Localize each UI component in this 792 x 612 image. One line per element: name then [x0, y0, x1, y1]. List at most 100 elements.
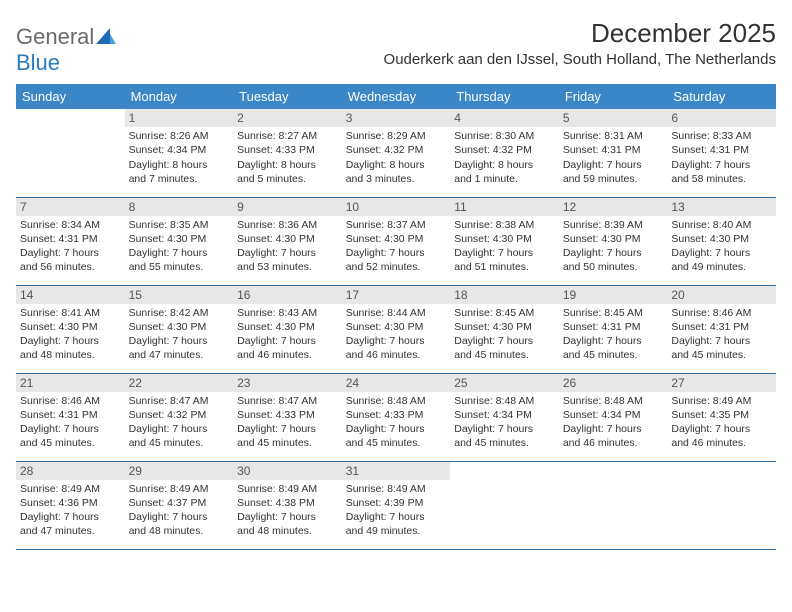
day-info-line: Sunset: 4:31 PM: [20, 232, 121, 246]
dayhead-sunday: Sunday: [16, 84, 125, 109]
dayhead-tuesday: Tuesday: [233, 84, 342, 109]
dayhead-saturday: Saturday: [667, 84, 776, 109]
day-info-line: Daylight: 7 hours: [129, 246, 230, 260]
day-info-line: Sunrise: 8:40 AM: [671, 218, 772, 232]
day-cell-2: 2Sunrise: 8:27 AMSunset: 4:33 PMDaylight…: [233, 109, 342, 197]
day-info-line: Daylight: 7 hours: [237, 246, 338, 260]
day-info-line: Sunrise: 8:42 AM: [129, 306, 230, 320]
day-info-line: Sunset: 4:31 PM: [20, 408, 121, 422]
day-info-line: and 45 minutes.: [454, 436, 555, 450]
day-info-line: and 46 minutes.: [671, 436, 772, 450]
day-info-line: and 56 minutes.: [20, 260, 121, 274]
day-info-line: Daylight: 7 hours: [237, 334, 338, 348]
day-number: 26: [559, 374, 668, 392]
day-info-line: Daylight: 7 hours: [671, 422, 772, 436]
day-cell-15: 15Sunrise: 8:42 AMSunset: 4:30 PMDayligh…: [125, 285, 234, 373]
day-info-line: Daylight: 7 hours: [563, 158, 664, 172]
day-info-line: Sunset: 4:30 PM: [237, 320, 338, 334]
day-number: 8: [125, 198, 234, 216]
day-info-line: Daylight: 7 hours: [129, 510, 230, 524]
day-number: 9: [233, 198, 342, 216]
day-info-line: and 58 minutes.: [671, 172, 772, 186]
day-info-line: Daylight: 7 hours: [129, 334, 230, 348]
day-info-line: Sunset: 4:33 PM: [237, 408, 338, 422]
day-info-line: Sunset: 4:32 PM: [454, 143, 555, 157]
day-info-line: and 5 minutes.: [237, 172, 338, 186]
day-info-line: Sunrise: 8:45 AM: [454, 306, 555, 320]
day-info-line: Sunset: 4:30 PM: [454, 320, 555, 334]
day-info-line: Daylight: 7 hours: [563, 334, 664, 348]
day-cell-18: 18Sunrise: 8:45 AMSunset: 4:30 PMDayligh…: [450, 285, 559, 373]
day-info-line: Sunrise: 8:37 AM: [346, 218, 447, 232]
day-info-line: Sunset: 4:32 PM: [346, 143, 447, 157]
dayhead-monday: Monday: [125, 84, 234, 109]
day-info-line: and 45 minutes.: [346, 436, 447, 450]
month-title: December 2025: [384, 18, 776, 49]
title-block: December 2025 Ouderkerk aan den IJssel, …: [384, 18, 776, 68]
day-info-line: Sunrise: 8:47 AM: [237, 394, 338, 408]
day-cell-22: 22Sunrise: 8:47 AMSunset: 4:32 PMDayligh…: [125, 373, 234, 461]
week-row: 1Sunrise: 8:26 AMSunset: 4:34 PMDaylight…: [16, 109, 776, 197]
day-info-line: and 45 minutes.: [237, 436, 338, 450]
dayhead-wednesday: Wednesday: [342, 84, 451, 109]
day-info-line: Sunrise: 8:49 AM: [346, 482, 447, 496]
day-info-line: and 46 minutes.: [237, 348, 338, 362]
day-cell-14: 14Sunrise: 8:41 AMSunset: 4:30 PMDayligh…: [16, 285, 125, 373]
brand-text: GeneralBlue: [16, 24, 116, 76]
day-info-line: and 45 minutes.: [129, 436, 230, 450]
day-info-line: Sunrise: 8:26 AM: [129, 129, 230, 143]
day-info-line: and 49 minutes.: [671, 260, 772, 274]
day-number: 20: [667, 286, 776, 304]
day-info-line: Sunset: 4:35 PM: [671, 408, 772, 422]
day-info-line: Sunrise: 8:44 AM: [346, 306, 447, 320]
calendar-body: 1 Sunrise: 8:26 AM Sunset: 4:34 PM Daylight…: [16, 109, 776, 549]
day-cell-12: 12Sunrise: 8:39 AMSunset: 4:30 PMDayligh…: [559, 197, 668, 285]
day-info-line: Sunrise: 8:46 AM: [20, 394, 121, 408]
day-info-line: and 7 minutes.: [129, 172, 230, 186]
day-cell-empty: [450, 461, 559, 549]
day-of-week-row: SundayMondayTuesdayWednesdayThursdayFrid…: [16, 84, 776, 109]
day-info-line: Sunset: 4:37 PM: [129, 496, 230, 510]
day-cell-17: 17Sunrise: 8:44 AMSunset: 4:30 PMDayligh…: [342, 285, 451, 373]
day-info-line: Sunrise: 8:36 AM: [237, 218, 338, 232]
day-info-line: and 45 minutes.: [563, 348, 664, 362]
brand-logo: GeneralBlue: [16, 18, 116, 76]
day-number: 27: [667, 374, 776, 392]
day-info-line: Sunset: 4:30 PM: [20, 320, 121, 334]
day-info-line: Sunset: 4:34 PM: [563, 408, 664, 422]
day-number: 15: [125, 286, 234, 304]
day-cell-empty: [559, 461, 668, 549]
day-info-line: Sunrise: 8:27 AM: [237, 129, 338, 143]
day-info-line: and 47 minutes.: [20, 524, 121, 538]
day-info-line: Daylight: 7 hours: [671, 246, 772, 260]
day-info-line: and 53 minutes.: [237, 260, 338, 274]
day-info-line: Daylight: 7 hours: [237, 510, 338, 524]
day-info-line: Daylight: 7 hours: [346, 510, 447, 524]
day-info-line: Sunrise: 8:43 AM: [237, 306, 338, 320]
day-cell-7: 7Sunrise: 8:34 AMSunset: 4:31 PMDaylight…: [16, 197, 125, 285]
day-info-line: Daylight: 7 hours: [20, 334, 121, 348]
day-info-line: Sunrise: 8:33 AM: [671, 129, 772, 143]
day-number: 6: [667, 109, 776, 127]
day-info-line: Daylight: 7 hours: [454, 246, 555, 260]
day-info-line: Sunset: 4:31 PM: [563, 320, 664, 334]
day-number: 18: [450, 286, 559, 304]
day-info-line: Sunrise: 8:31 AM: [563, 129, 664, 143]
day-info-line: Sunrise: 8:29 AM: [346, 129, 447, 143]
day-info-line: Daylight: 8 hours: [129, 158, 230, 172]
day-info-line: and 1 minute.: [454, 172, 555, 186]
day-info-line: Sunset: 4:30 PM: [129, 232, 230, 246]
day-info-line: Sunrise: 8:47 AM: [129, 394, 230, 408]
day-number: 1: [125, 109, 234, 127]
day-info-line: Sunrise: 8:49 AM: [671, 394, 772, 408]
day-info-line: Sunset: 4:31 PM: [671, 143, 772, 157]
day-info-line: Sunset: 4:31 PM: [671, 320, 772, 334]
day-cell-1: 1Sunrise: 8:26 AMSunset: 4:34 PMDaylight…: [125, 109, 234, 197]
day-cell-3: 3Sunrise: 8:29 AMSunset: 4:32 PMDaylight…: [342, 109, 451, 197]
day-number: 24: [342, 374, 451, 392]
day-info-line: Sunset: 4:31 PM: [563, 143, 664, 157]
day-number: 10: [342, 198, 451, 216]
day-info-line: Sunrise: 8:39 AM: [563, 218, 664, 232]
day-info-line: Daylight: 7 hours: [346, 246, 447, 260]
day-info-line: and 52 minutes.: [346, 260, 447, 274]
